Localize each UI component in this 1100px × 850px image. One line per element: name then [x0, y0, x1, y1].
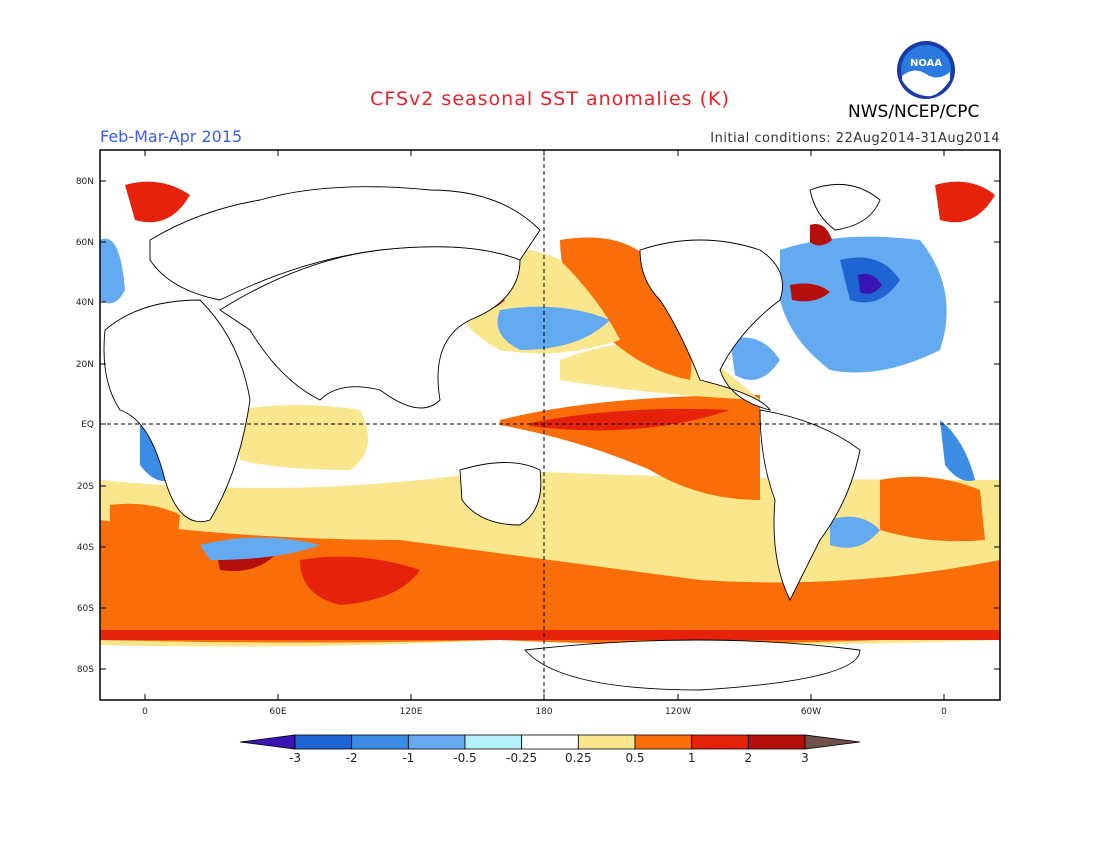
colorbar: -3 -2 -1 -0.5 -0.25 0.25 0.5 1 2 3 [239, 734, 861, 765]
colorbar-label: 0.25 [565, 751, 592, 765]
colorbar-label: -3 [289, 751, 301, 765]
lat-label: 60S [77, 604, 94, 614]
colorbar-swatch [691, 734, 749, 750]
lat-label: EQ [81, 420, 94, 430]
colorbar-swatch [351, 734, 409, 750]
lat-label: 60N [76, 238, 94, 248]
colorbar-swatch [521, 734, 579, 750]
lon-label: 60E [269, 707, 286, 717]
colorbar-swatch [239, 734, 296, 750]
lon-label: 120W [665, 707, 691, 717]
colorbar-label: 1 [688, 751, 696, 765]
colorbar-label: 2 [745, 751, 753, 765]
colorbar-swatch [464, 734, 523, 750]
noaa-logo: NOAA [897, 41, 955, 99]
longitude-axis: 0 60E 120E 180 120W 60W 0 [142, 150, 947, 717]
agency-label: NWS/NCEP/CPC [848, 102, 980, 122]
colorbar-swatch [407, 734, 466, 750]
lat-label: 20S [77, 482, 94, 492]
season-label: Feb-Mar-Apr 2015 [100, 127, 243, 146]
colorbar-label: -0.5 [453, 751, 476, 765]
lon-label: 120E [400, 707, 423, 717]
colorbar-swatch [747, 734, 806, 750]
colorbar-label: 3 [801, 751, 809, 765]
coastlines [103, 183, 881, 691]
colorbar-label: -2 [346, 751, 358, 765]
anomaly-field [100, 150, 1000, 700]
colorbar-swatch [634, 734, 693, 750]
lat-label: 80S [77, 665, 94, 675]
colorbar-label: -1 [402, 751, 414, 765]
latitude-axis: 80N 60N 40N 20N EQ 20S 40S 60S 80S [76, 177, 1000, 675]
lon-label: 0 [941, 707, 947, 717]
lon-label: 0 [142, 707, 148, 717]
lat-label: 80N [76, 177, 94, 187]
map-frame [99, 149, 1001, 701]
colorbar-swatch [577, 734, 636, 750]
initial-conditions-label: Initial conditions: 22Aug2014-31Aug2014 [710, 131, 1000, 146]
lat-label: 20N [76, 360, 94, 370]
colorbar-swatch [294, 734, 353, 750]
noaa-logo-text: NOAA [910, 58, 942, 69]
colorbar-label: 0.5 [625, 751, 644, 765]
lat-label: 40N [76, 298, 94, 308]
lon-label: 180 [535, 707, 552, 717]
chart-title: CFSv2 seasonal SST anomalies (K) [370, 88, 730, 110]
lon-label: 60W [801, 707, 821, 717]
lat-label: 40S [77, 543, 94, 553]
colorbar-swatch [804, 734, 861, 750]
colorbar-label: -0.25 [506, 751, 537, 765]
